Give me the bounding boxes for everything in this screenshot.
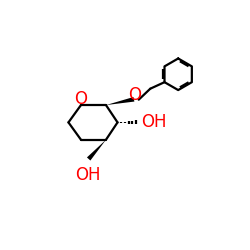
Text: O: O	[128, 86, 141, 104]
Text: OH: OH	[75, 166, 100, 184]
Polygon shape	[87, 140, 106, 160]
Text: O: O	[74, 90, 88, 108]
Polygon shape	[106, 97, 134, 105]
Text: OH: OH	[142, 114, 167, 132]
